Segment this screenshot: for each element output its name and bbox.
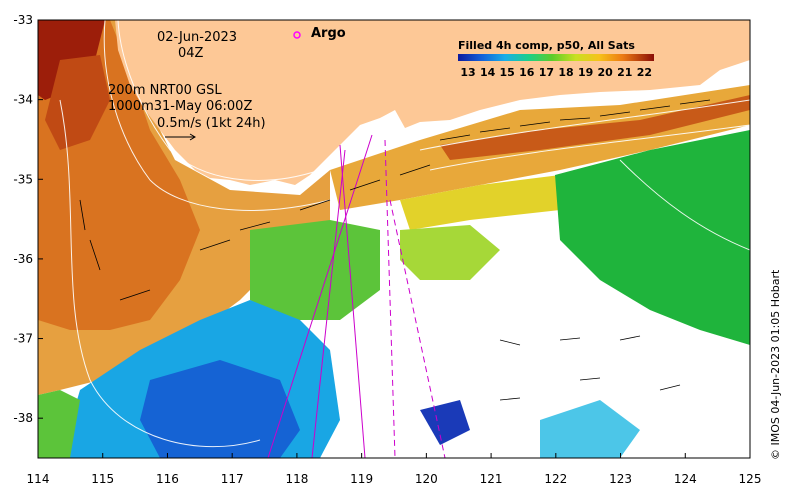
- lon-tick-label: 122: [544, 472, 567, 486]
- sst-green-coast: [38, 390, 80, 458]
- colorbar-tick-label: 21: [617, 66, 632, 79]
- sst-red-patch: [45, 55, 110, 150]
- vector-scale-arrow-icon: [165, 133, 196, 141]
- current-vectors: [79, 99, 711, 401]
- sst-lightgreen: [400, 225, 500, 280]
- colorbar-tick-label: 22: [637, 66, 652, 79]
- lon-tick-label: 118: [285, 472, 308, 486]
- vector-scale-label: 0.5m/s (1kt 24h): [157, 116, 266, 131]
- longitude-axis: 114 115 116 117 118 119 120 121 122 123 124 125: [27, 453, 762, 486]
- lat-tick-label: -35: [13, 172, 33, 186]
- contour-info-200m: 200m NRT00 GSL: [108, 83, 222, 98]
- lat-tick-label: -34: [13, 93, 33, 107]
- sst-cyan-patch: [540, 400, 640, 458]
- lon-tick-label: 123: [609, 472, 632, 486]
- colorbar-tick-label: 20: [598, 66, 614, 79]
- depth-contours: [59, 20, 750, 448]
- imos-credit: © IMOS 04-Jun-2023 01:05 Hobart: [769, 269, 782, 460]
- lon-tick-label: 115: [91, 472, 114, 486]
- lon-tick-label: 117: [221, 472, 244, 486]
- lat-tick-label: -37: [13, 332, 33, 346]
- lat-tick-label: -38: [13, 411, 33, 425]
- sst-green-east: [555, 130, 750, 345]
- colorbar-tick-label: 15: [500, 66, 515, 79]
- lon-tick-label: 119: [350, 472, 373, 486]
- colorbar-tick-label: 16: [519, 66, 535, 79]
- colorbar-tick-label: 18: [558, 66, 573, 79]
- argo-marker-icon: [293, 31, 301, 39]
- lon-tick-label: 124: [674, 472, 697, 486]
- map-date: 02-Jun-2023: [157, 30, 238, 45]
- lat-tick-label: -36: [13, 252, 33, 266]
- lon-tick-label: 121: [480, 472, 503, 486]
- latitude-axis: -33 -34 -35 -36 -37 -38: [13, 13, 43, 425]
- lat-tick-label: -33: [13, 13, 33, 27]
- contour-info-1000m: 1000m31-May 06:00Z: [108, 99, 253, 114]
- sst-yellow-band: [400, 175, 600, 230]
- argo-label: Argo: [311, 26, 346, 41]
- lon-tick-label: 125: [739, 472, 762, 486]
- land-australia: [115, 20, 750, 185]
- lon-tick-label: 114: [27, 472, 50, 486]
- colorbar-tick-label: 13: [460, 66, 475, 79]
- colorbar-tick-label: 14: [480, 66, 496, 79]
- colorbar-tick-label: 17: [539, 66, 554, 79]
- colorbar: [458, 54, 654, 61]
- lon-tick-label: 116: [156, 472, 179, 486]
- colorbar-tick-labels: 13 14 15 16 17 18 19 20 21 22: [460, 66, 652, 79]
- plot-frame: [37, 19, 751, 459]
- sst-blue-patch: [420, 400, 470, 445]
- sst-current-core: [440, 95, 750, 160]
- colorbar-tick-label: 19: [578, 66, 593, 79]
- colorbar-title: Filled 4h comp, p50, All Sats: [458, 39, 635, 52]
- map-hour: 04Z: [178, 46, 204, 61]
- sst-blue-sw: [140, 360, 300, 458]
- lon-tick-label: 120: [415, 472, 438, 486]
